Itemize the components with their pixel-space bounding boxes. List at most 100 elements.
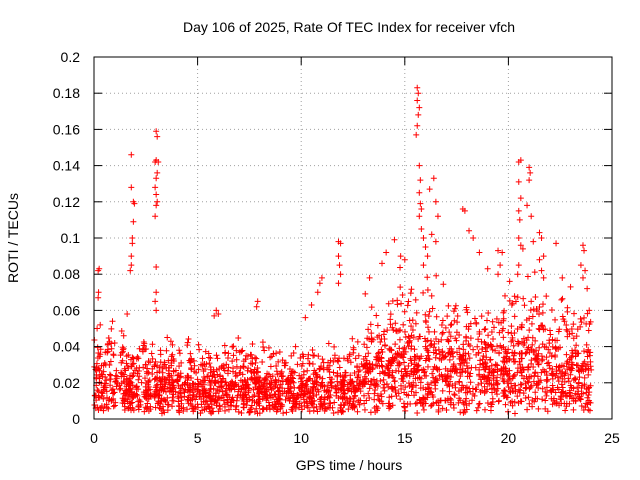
data-point-cloud bbox=[532, 293, 539, 300]
data-point-cloud bbox=[552, 344, 559, 351]
data-point-cloud bbox=[203, 394, 210, 401]
data-point-cloud bbox=[463, 304, 470, 311]
y-tick-label: 0.2 bbox=[61, 49, 81, 65]
data-point-cloud bbox=[543, 392, 550, 399]
data-point-cloud bbox=[94, 344, 101, 351]
data-point-cloud bbox=[517, 365, 524, 372]
data-point-cloud bbox=[311, 367, 318, 374]
data-point-cloud bbox=[240, 400, 247, 407]
data-point-cloud bbox=[256, 390, 263, 397]
data-point-cloud bbox=[411, 392, 418, 399]
data-point bbox=[536, 256, 543, 263]
data-point-cloud bbox=[421, 368, 428, 375]
data-point-cloud bbox=[416, 355, 423, 362]
data-point-cloud bbox=[463, 333, 470, 340]
data-point-cloud bbox=[303, 402, 310, 409]
data-point-cloud bbox=[549, 371, 556, 378]
data-point bbox=[581, 247, 588, 254]
data-point bbox=[414, 122, 421, 129]
data-point-cloud bbox=[154, 362, 161, 369]
data-point-cloud bbox=[572, 376, 579, 383]
data-point-cloud bbox=[205, 373, 212, 380]
data-point-cloud bbox=[232, 406, 239, 413]
data-point-cloud bbox=[366, 366, 373, 373]
data-point-cloud bbox=[446, 388, 453, 395]
data-point-cloud bbox=[163, 347, 170, 354]
data-point-cloud bbox=[550, 395, 557, 402]
data-point-cloud bbox=[575, 379, 582, 386]
data-point-cloud bbox=[338, 402, 345, 409]
data-point-cloud bbox=[383, 380, 390, 387]
data-point-cloud bbox=[245, 365, 252, 372]
data-point-cloud bbox=[299, 351, 306, 358]
data-point-cloud bbox=[254, 410, 261, 417]
data-point-cloud bbox=[145, 378, 152, 385]
data-point-cloud bbox=[475, 381, 482, 388]
data-point-cloud bbox=[380, 384, 387, 391]
data-point-cloud bbox=[208, 378, 215, 385]
data-point-cloud bbox=[433, 364, 440, 371]
data-point-cloud bbox=[324, 395, 331, 402]
data-point-cloud bbox=[547, 331, 554, 338]
data-point-cloud bbox=[378, 398, 385, 405]
data-point-cloud bbox=[452, 335, 459, 342]
data-point-cloud bbox=[475, 404, 482, 411]
data-point-cloud bbox=[265, 344, 272, 351]
data-point-cloud bbox=[533, 380, 540, 387]
data-point-cloud bbox=[155, 392, 162, 399]
data-point-cloud bbox=[199, 407, 206, 414]
data-point-cloud bbox=[216, 403, 223, 410]
data-point bbox=[519, 245, 526, 252]
data-point-cloud bbox=[206, 389, 213, 396]
data-point-cloud bbox=[128, 407, 135, 414]
data-point-cloud bbox=[380, 376, 387, 383]
data-point-cloud bbox=[457, 373, 464, 380]
data-point-cloud bbox=[425, 328, 432, 335]
data-point-cloud bbox=[360, 363, 367, 370]
data-point-cloud bbox=[367, 321, 374, 328]
data-point-cloud bbox=[423, 372, 430, 379]
data-point-cloud bbox=[267, 354, 274, 361]
data-point-cloud bbox=[542, 397, 549, 404]
data-point bbox=[128, 253, 135, 260]
data-point-cloud bbox=[122, 387, 129, 394]
data-point-cloud bbox=[156, 405, 163, 412]
data-point-cloud bbox=[375, 349, 382, 356]
data-point-cloud bbox=[494, 385, 501, 392]
data-point-cloud bbox=[385, 384, 392, 391]
x-tick-label: 15 bbox=[397, 430, 413, 446]
data-point-cloud bbox=[260, 344, 267, 351]
data-point-cloud bbox=[262, 376, 269, 383]
data-point-cloud bbox=[185, 397, 192, 404]
y-tick-label: 0.08 bbox=[53, 266, 80, 282]
data-point-cloud bbox=[453, 349, 460, 356]
data-point-cloud bbox=[405, 380, 412, 387]
data-point-cloud bbox=[465, 350, 472, 357]
data-point-cloud bbox=[331, 343, 338, 350]
data-point-cloud bbox=[400, 321, 407, 328]
data-point-cloud bbox=[119, 357, 126, 364]
data-point-cloud bbox=[207, 386, 214, 393]
data-point-cloud bbox=[385, 402, 392, 409]
data-point-cloud bbox=[286, 385, 293, 392]
data-point-cloud bbox=[500, 334, 507, 341]
data-point-cloud bbox=[243, 396, 250, 403]
data-point-cloud bbox=[151, 363, 158, 370]
data-point-cloud bbox=[105, 335, 112, 342]
data-point bbox=[515, 178, 522, 185]
data-point-cloud bbox=[233, 363, 240, 370]
data-point-cloud bbox=[190, 391, 197, 398]
data-point-cloud bbox=[238, 410, 245, 417]
data-point-cloud bbox=[309, 401, 316, 408]
data-point-cloud bbox=[189, 380, 196, 387]
data-point-cloud bbox=[578, 385, 585, 392]
data-point-cloud bbox=[238, 348, 245, 355]
scatter-points bbox=[91, 84, 595, 417]
data-point bbox=[96, 265, 103, 272]
data-point-cloud bbox=[401, 403, 408, 410]
data-point-cloud bbox=[483, 378, 490, 385]
data-point bbox=[476, 249, 483, 256]
data-point-cloud bbox=[118, 373, 125, 380]
data-point-cloud bbox=[313, 403, 320, 410]
data-point-cloud bbox=[488, 401, 495, 408]
